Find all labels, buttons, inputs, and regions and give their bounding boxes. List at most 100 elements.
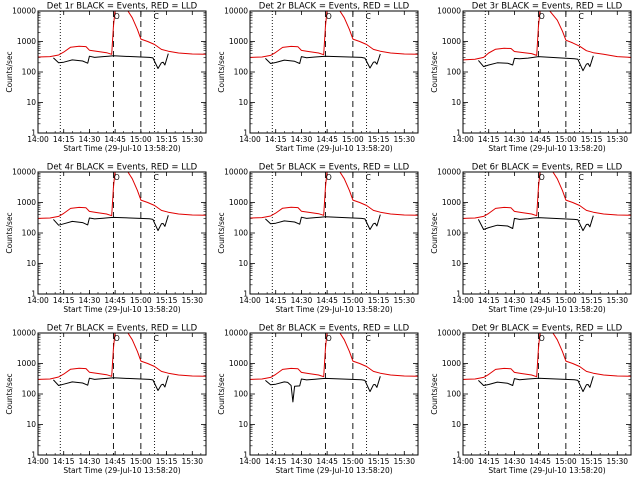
y-tick-label: 1 xyxy=(243,129,248,138)
x-tick-label: 14:00 xyxy=(239,296,261,305)
x-tick-label: 15:15 xyxy=(368,296,390,305)
y-tick-label: 1 xyxy=(243,290,248,299)
x-tick-label: 14:45 xyxy=(104,457,126,466)
x-tick-label: 14:15 xyxy=(53,457,75,466)
y-tick-label: 1 xyxy=(31,129,36,138)
y-tick-label: 1000 xyxy=(17,37,36,46)
y-tick-label: 100 xyxy=(447,229,462,238)
x-axis-label: Start Time (29-Jul-10 13:58:20) xyxy=(63,305,180,314)
x-tick-label: 15:15 xyxy=(368,135,390,144)
x-tick-label: 15:00 xyxy=(555,457,577,466)
y-tick-label: 100 xyxy=(447,390,462,399)
panel-title: Det 2r BLACK = Events, RED = LLD xyxy=(259,2,410,12)
y-tick-label: 100 xyxy=(22,390,37,399)
y-tick-label: 10 xyxy=(451,259,461,268)
panel-7: Det 7r BLACK = Events, RED = LLD 14:00 14:… xyxy=(5,324,207,475)
lld-series-line xyxy=(38,11,206,58)
plot-frame xyxy=(462,171,632,295)
x-tick-label: 14:45 xyxy=(529,135,551,144)
x-tick-label: 14:45 xyxy=(316,135,338,144)
panel-8: Det 8r BLACK = Events, RED = LLD 14:00 14:… xyxy=(217,324,419,475)
y-tick-label: 10 xyxy=(26,259,36,268)
lld-series-line xyxy=(463,172,631,219)
x-tick-label: 14:30 xyxy=(79,457,101,466)
panel-title: Det 8r BLACK = Events, RED = LLD xyxy=(259,324,410,334)
lld-series-line xyxy=(38,172,206,219)
y-tick-label: 10000 xyxy=(224,7,248,16)
x-tick-label: 14:30 xyxy=(291,296,313,305)
y-tick-label: 100 xyxy=(234,390,249,399)
y-tick-label: 10000 xyxy=(12,168,36,177)
y-tick-label: 100 xyxy=(234,229,249,238)
panel-3: Det 3r BLACK = Events, RED = LLD 14:00 14:… xyxy=(430,2,632,153)
lld-series-line xyxy=(250,11,418,58)
marker-symbol: C xyxy=(154,334,159,343)
y-tick-label: 100 xyxy=(447,68,462,77)
marker-symbol: C xyxy=(366,12,371,21)
y-tick-label: 100 xyxy=(22,68,37,77)
plot-frame xyxy=(249,171,419,295)
x-tick-label: 14:30 xyxy=(79,135,101,144)
y-tick-label: 10 xyxy=(26,98,36,107)
y-axis-label: Counts/sec xyxy=(217,212,226,253)
y-tick-label: 1000 xyxy=(229,37,248,46)
plot-frame xyxy=(37,10,207,134)
x-tick-label: 14:45 xyxy=(316,457,338,466)
x-tick-label: 15:00 xyxy=(130,296,152,305)
y-axis-label: Counts/sec xyxy=(217,373,226,414)
marker-symbol: O xyxy=(326,173,332,182)
y-tick-label: 1000 xyxy=(229,198,248,207)
plot-frame xyxy=(249,10,419,134)
x-tick-label: 14:15 xyxy=(53,135,75,144)
x-tick-label: 14:00 xyxy=(27,457,49,466)
y-tick-label: 1000 xyxy=(17,198,36,207)
x-axis-label: Start Time (29-Jul-10 13:58:20) xyxy=(488,144,605,153)
x-tick-label: 14:30 xyxy=(504,296,526,305)
x-tick-label: 14:30 xyxy=(291,135,313,144)
x-tick-label: 15:00 xyxy=(130,135,152,144)
y-tick-label: 10 xyxy=(238,420,248,429)
panel-2: Det 2r BLACK = Events, RED = LLD 14:00 14:… xyxy=(217,2,419,153)
x-tick-label: 15:15 xyxy=(156,296,178,305)
x-tick-label: 14:15 xyxy=(265,135,287,144)
x-tick-label: 14:00 xyxy=(452,296,474,305)
marker-symbol: C xyxy=(366,334,371,343)
x-tick-label: 15:15 xyxy=(156,135,178,144)
lld-series-line xyxy=(463,333,631,380)
marker-symbol: C xyxy=(154,173,159,182)
panel-title: Det 9r BLACK = Events, RED = LLD xyxy=(472,324,623,334)
x-tick-label: 15:00 xyxy=(342,296,364,305)
x-tick-label: 14:15 xyxy=(265,457,287,466)
y-axis-label: Counts/sec xyxy=(430,212,439,253)
y-tick-label: 1000 xyxy=(229,359,248,368)
panel-title: Det 7r BLACK = Events, RED = LLD xyxy=(47,324,198,334)
x-tick-label: 15:30 xyxy=(393,457,415,466)
plot-frame xyxy=(462,332,632,456)
y-tick-label: 1000 xyxy=(442,359,461,368)
marker-symbol: O xyxy=(539,12,545,21)
marker-symbol: O xyxy=(326,334,332,343)
x-tick-label: 14:00 xyxy=(452,135,474,144)
panel-title: Det 3r BLACK = Events, RED = LLD xyxy=(472,2,623,12)
x-axis-label: Start Time (29-Jul-10 13:58:20) xyxy=(488,466,605,475)
lld-series-line xyxy=(463,11,631,61)
y-tick-label: 1 xyxy=(31,451,36,460)
x-tick-label: 15:00 xyxy=(555,296,577,305)
events-series-line xyxy=(478,376,594,393)
plot-frame xyxy=(37,171,207,295)
y-tick-label: 10 xyxy=(451,98,461,107)
marker-symbol: C xyxy=(579,12,584,21)
marker-symbol: O xyxy=(326,12,332,21)
x-axis-label: Start Time (29-Jul-10 13:58:20) xyxy=(275,144,392,153)
x-tick-label: 14:45 xyxy=(316,296,338,305)
x-tick-label: 15:00 xyxy=(555,135,577,144)
x-tick-label: 14:00 xyxy=(239,135,261,144)
panel-title: Det 5r BLACK = Events, RED = LLD xyxy=(259,163,410,173)
marker-symbol: O xyxy=(114,173,120,182)
y-axis-label: Counts/sec xyxy=(5,373,14,414)
marker-symbol: O xyxy=(114,334,120,343)
y-tick-label: 1 xyxy=(456,290,461,299)
x-tick-label: 15:30 xyxy=(181,457,203,466)
y-axis-label: Counts/sec xyxy=(5,51,14,92)
panel-6: Det 6r BLACK = Events, RED = LLD 14:00 14:… xyxy=(430,163,632,314)
